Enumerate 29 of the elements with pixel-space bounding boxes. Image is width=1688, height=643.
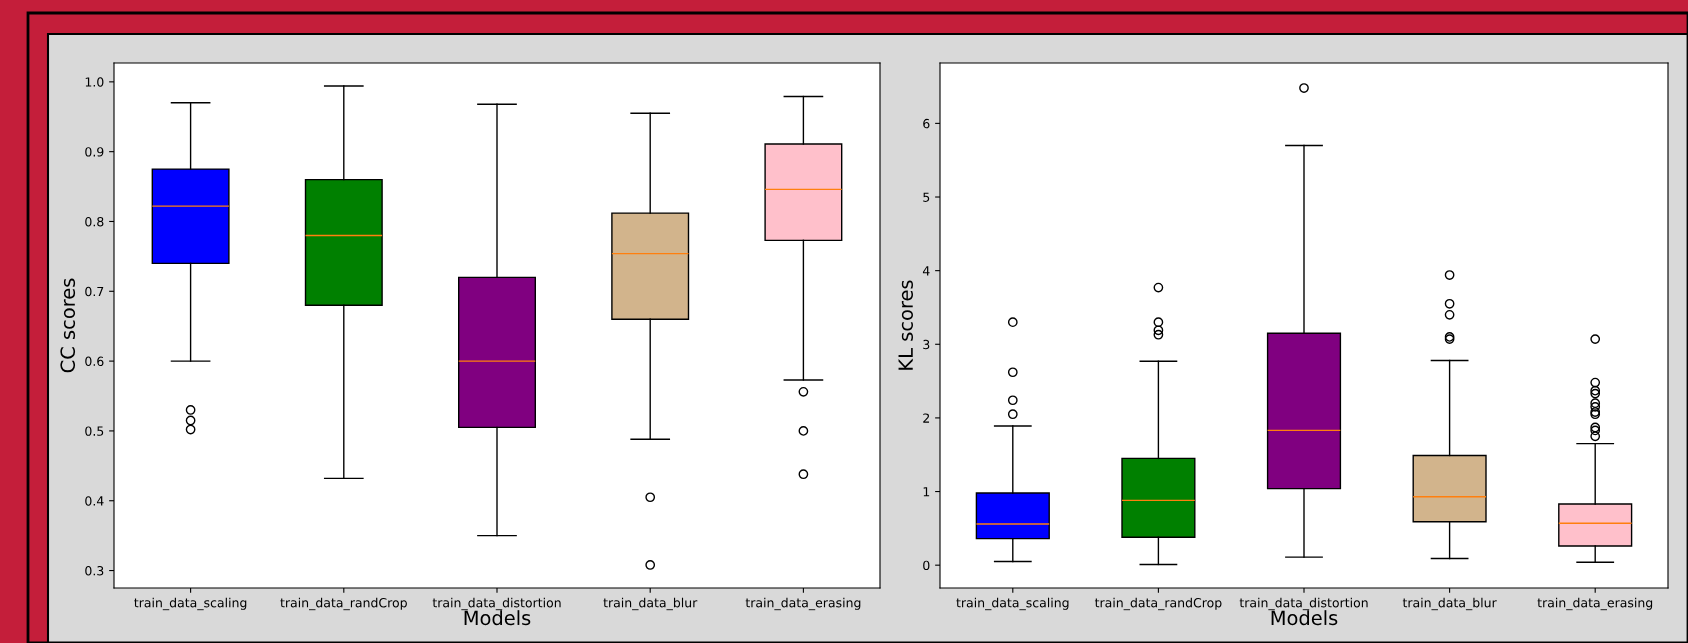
x-tick-label: train_data_randCrop [1094, 597, 1222, 611]
y-tick-label: 0.5 [85, 426, 104, 436]
x-axis-title: Models [1271, 610, 1338, 626]
y-tick-label: 2 [923, 413, 930, 423]
y-tick-label: 6 [923, 118, 930, 129]
x-tick-label: train_data_distortion [432, 597, 561, 611]
y-tick-label: 0.8 [85, 216, 104, 227]
y-tick-label: 0 [923, 560, 930, 571]
y-tick-label: 1.0 [85, 77, 104, 87]
y-axis-title: CC scores [60, 278, 76, 373]
x-tick-label: train_data_distortion [1239, 597, 1368, 611]
y-axis-title: KL scores [898, 280, 913, 370]
x-tick-label: train_data_blur [1402, 597, 1497, 611]
x-axis-title: Models [464, 610, 531, 626]
x-tick-label: train_data_scaling [956, 597, 1069, 611]
x-tick-label: train_data_scaling [134, 597, 247, 611]
y-tick-label: 0.6 [85, 356, 104, 367]
y-tick-label: 1 [923, 487, 930, 497]
y-tick-label: 5 [923, 192, 930, 202]
y-tick-label: 0.9 [85, 147, 104, 157]
y-tick-label: 0.7 [85, 286, 104, 297]
y-tick-label: 4 [922, 266, 930, 276]
x-tick-label: train_data_erasing [745, 597, 861, 611]
y-tick-label: 0.4 [85, 496, 104, 506]
x-tick-label: train_data_erasing [1537, 597, 1653, 611]
x-tick-label: train_data_randCrop [280, 597, 407, 611]
y-tick-label: 3 [923, 339, 930, 350]
y-tick-label: 0.3 [85, 566, 104, 576]
x-tick-label: train_data_blur [603, 597, 698, 611]
